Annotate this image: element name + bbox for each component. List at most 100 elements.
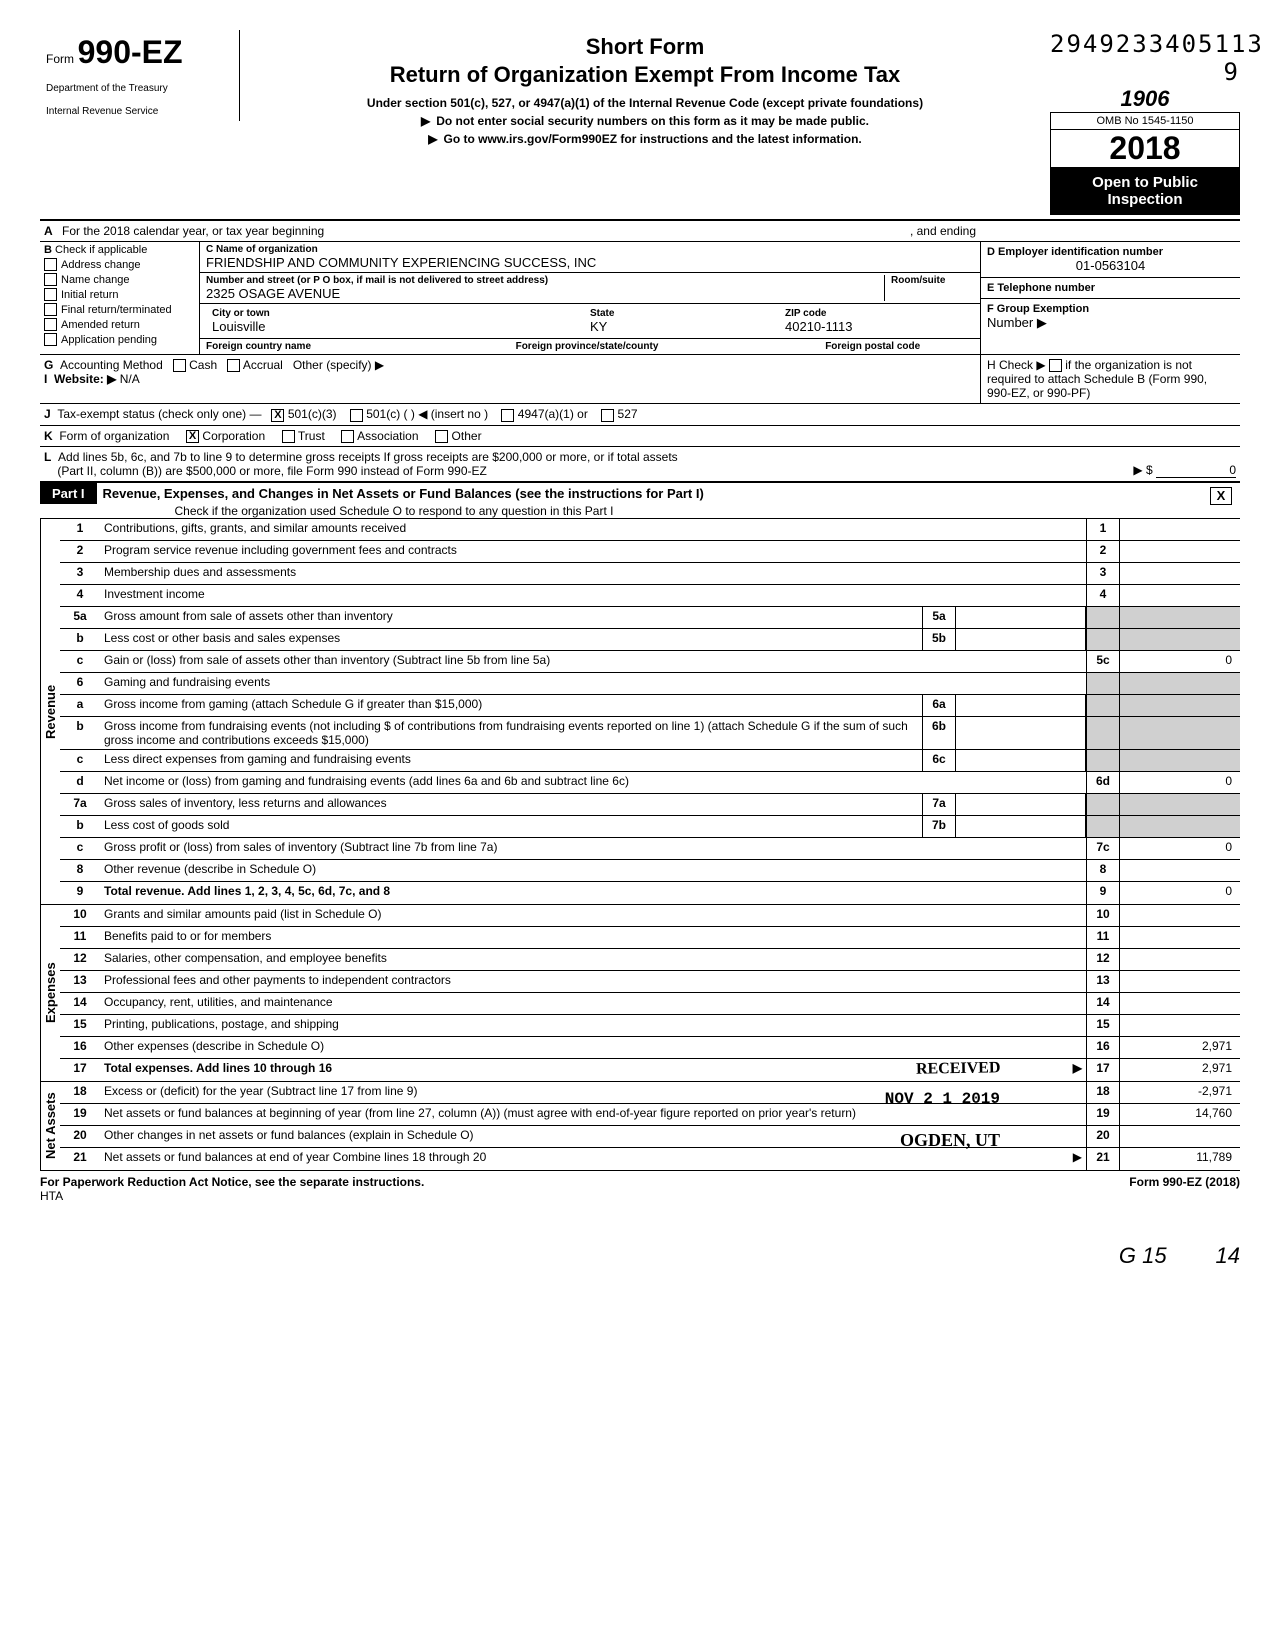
line-right-number: 3 xyxy=(1086,563,1120,584)
foreign-postal-label: Foreign postal code xyxy=(825,341,974,352)
main-title: Return of Organization Exempt From Incom… xyxy=(258,62,1032,88)
line-right-value: 2,971 xyxy=(1120,1037,1240,1058)
line-description: Gaming and fundraising events xyxy=(100,673,1086,694)
checkbox-name-change[interactable] xyxy=(44,273,57,286)
checkbox-trust[interactable] xyxy=(282,430,295,443)
line-number: 13 xyxy=(60,971,100,992)
form-number: 990-EZ xyxy=(78,34,183,70)
line-number: 12 xyxy=(60,949,100,970)
line-right-value xyxy=(1120,1015,1240,1036)
checkbox-4947[interactable] xyxy=(501,409,514,422)
section-c: C Name of organization FRIENDSHIP AND CO… xyxy=(200,242,980,354)
j-label: Tax-exempt status (check only one) — xyxy=(57,407,261,421)
checkbox-address-change[interactable] xyxy=(44,258,57,271)
line-description: Gain or (loss) from sale of assets other… xyxy=(100,651,1086,672)
line-right-value: 0 xyxy=(1120,882,1240,904)
line-number: 11 xyxy=(60,927,100,948)
line-description: Net assets or fund balances at end of ye… xyxy=(100,1148,1086,1170)
form-page: SCANNED JAN 0 7 2020 Form 990-EZ Departm… xyxy=(40,30,1240,1269)
line-right-number-shaded xyxy=(1086,607,1120,628)
line-right-value-shaded xyxy=(1120,629,1240,650)
line-description: Professional fees and other payments to … xyxy=(100,971,1086,992)
checkbox-501c[interactable] xyxy=(350,409,363,422)
right-header-col: 2949233405113 9 1906 OMB No 1545-1150 20… xyxy=(1050,30,1240,215)
line-right-value: 2,971 xyxy=(1120,1059,1240,1081)
line-description: Investment income xyxy=(100,585,1086,606)
line-mid-value xyxy=(956,750,1086,771)
checkbox-corporation[interactable] xyxy=(186,430,199,443)
form-line-row: 17Total expenses. Add lines 10 through 1… xyxy=(60,1059,1240,1081)
arrow-icon: ▶ xyxy=(1073,1061,1082,1075)
part-1-header: Part I Revenue, Expenses, and Changes in… xyxy=(40,482,1240,519)
checkbox-accrual[interactable] xyxy=(227,359,240,372)
checkbox-initial-return[interactable] xyxy=(44,288,57,301)
form-line-row: cGain or (loss) from sale of assets othe… xyxy=(60,651,1240,673)
row-g-h: G Accounting Method Cash Accrual Other (… xyxy=(40,355,1240,404)
checkbox-final-return[interactable] xyxy=(44,303,57,316)
line-number: a xyxy=(60,695,100,716)
state-label: State xyxy=(590,308,773,319)
line-right-value xyxy=(1120,1126,1240,1147)
line-right-value xyxy=(1120,905,1240,926)
g-accrual: Accrual xyxy=(243,358,283,372)
org-address: 2325 OSAGE AVENUE xyxy=(206,286,884,301)
form-line-row: 9Total revenue. Add lines 1, 2, 3, 4, 5c… xyxy=(60,882,1240,904)
line-number: c xyxy=(60,651,100,672)
year-digits: 18 xyxy=(1145,130,1181,166)
omb-box: OMB No 1545-1150 xyxy=(1050,112,1240,130)
checkbox-association[interactable] xyxy=(341,430,354,443)
k-label: Form of organization xyxy=(59,429,169,443)
j-501c: 501(c) ( ) ◀ (insert no ) xyxy=(366,407,488,421)
line-right-number-shaded xyxy=(1086,750,1120,771)
entity-block: B Check if applicable Address change Nam… xyxy=(40,242,1240,355)
part-1-title: Revenue, Expenses, and Changes in Net As… xyxy=(97,483,1202,504)
checkbox-527[interactable] xyxy=(601,409,614,422)
line-description: Salaries, other compensation, and employ… xyxy=(100,949,1086,970)
line-number: 21 xyxy=(60,1148,100,1170)
line-number: b xyxy=(60,816,100,837)
form-line-row: cLess direct expenses from gaming and fu… xyxy=(60,750,1240,772)
checkbox-amended-return[interactable] xyxy=(44,318,57,331)
line-description: Gross income from fundraising events (no… xyxy=(100,717,922,749)
checkbox-other[interactable] xyxy=(435,430,448,443)
letter-k: K xyxy=(44,429,53,443)
form-line-row: 1Contributions, gifts, grants, and simil… xyxy=(60,519,1240,541)
line-description: Benefits paid to or for members xyxy=(100,927,1086,948)
form-line-row: 4Investment income4 xyxy=(60,585,1240,607)
k-other: Other xyxy=(452,429,482,443)
line-right-number: 8 xyxy=(1086,860,1120,881)
checkbox-h[interactable] xyxy=(1049,359,1062,372)
section-a: A For the 2018 calendar year, or tax yea… xyxy=(40,221,1240,242)
part-1-checkbox[interactable]: X xyxy=(1210,487,1232,505)
section-d-label: D Employer identification number xyxy=(987,246,1234,258)
footer-left: For Paperwork Reduction Act Notice, see … xyxy=(40,1175,424,1189)
line-right-number: 10 xyxy=(1086,905,1120,926)
open-to-public-box: Open to Public Inspection xyxy=(1050,168,1240,215)
line-description: Less cost or other basis and sales expen… xyxy=(100,629,922,650)
line-right-value: -2,971 xyxy=(1120,1082,1240,1103)
c-addr-label: Number and street (or P O box, if mail i… xyxy=(206,275,884,286)
row-k: K Form of organization Corporation Trust… xyxy=(40,426,1240,447)
line-right-value: 0 xyxy=(1120,838,1240,859)
checkbox-cash[interactable] xyxy=(173,359,186,372)
line-mid-number: 5b xyxy=(922,629,956,650)
checkbox-501c3[interactable] xyxy=(271,409,284,422)
line-number: 18 xyxy=(60,1082,100,1103)
l-text2: (Part II, column (B)) are $500,000 or mo… xyxy=(57,464,487,478)
line-right-number: 11 xyxy=(1086,927,1120,948)
form-line-row: 3Membership dues and assessments3 xyxy=(60,563,1240,585)
line-right-value xyxy=(1120,860,1240,881)
line-description: Membership dues and assessments xyxy=(100,563,1086,584)
dln-sub: 1906 xyxy=(1050,86,1240,112)
j-527: 527 xyxy=(618,407,638,421)
line-right-number-shaded xyxy=(1086,794,1120,815)
line-right-value xyxy=(1120,949,1240,970)
checkbox-application-pending[interactable] xyxy=(44,333,57,346)
line-number: 2 xyxy=(60,541,100,562)
form-line-row: 5aGross amount from sale of assets other… xyxy=(60,607,1240,629)
form-line-row: 10Grants and similar amounts paid (list … xyxy=(60,905,1240,927)
g-cash: Cash xyxy=(189,358,217,372)
line-right-value-shaded xyxy=(1120,695,1240,716)
line-description: Gross sales of inventory, less returns a… xyxy=(100,794,922,815)
footer-right: Form 990-EZ (2018) xyxy=(1129,1175,1240,1203)
